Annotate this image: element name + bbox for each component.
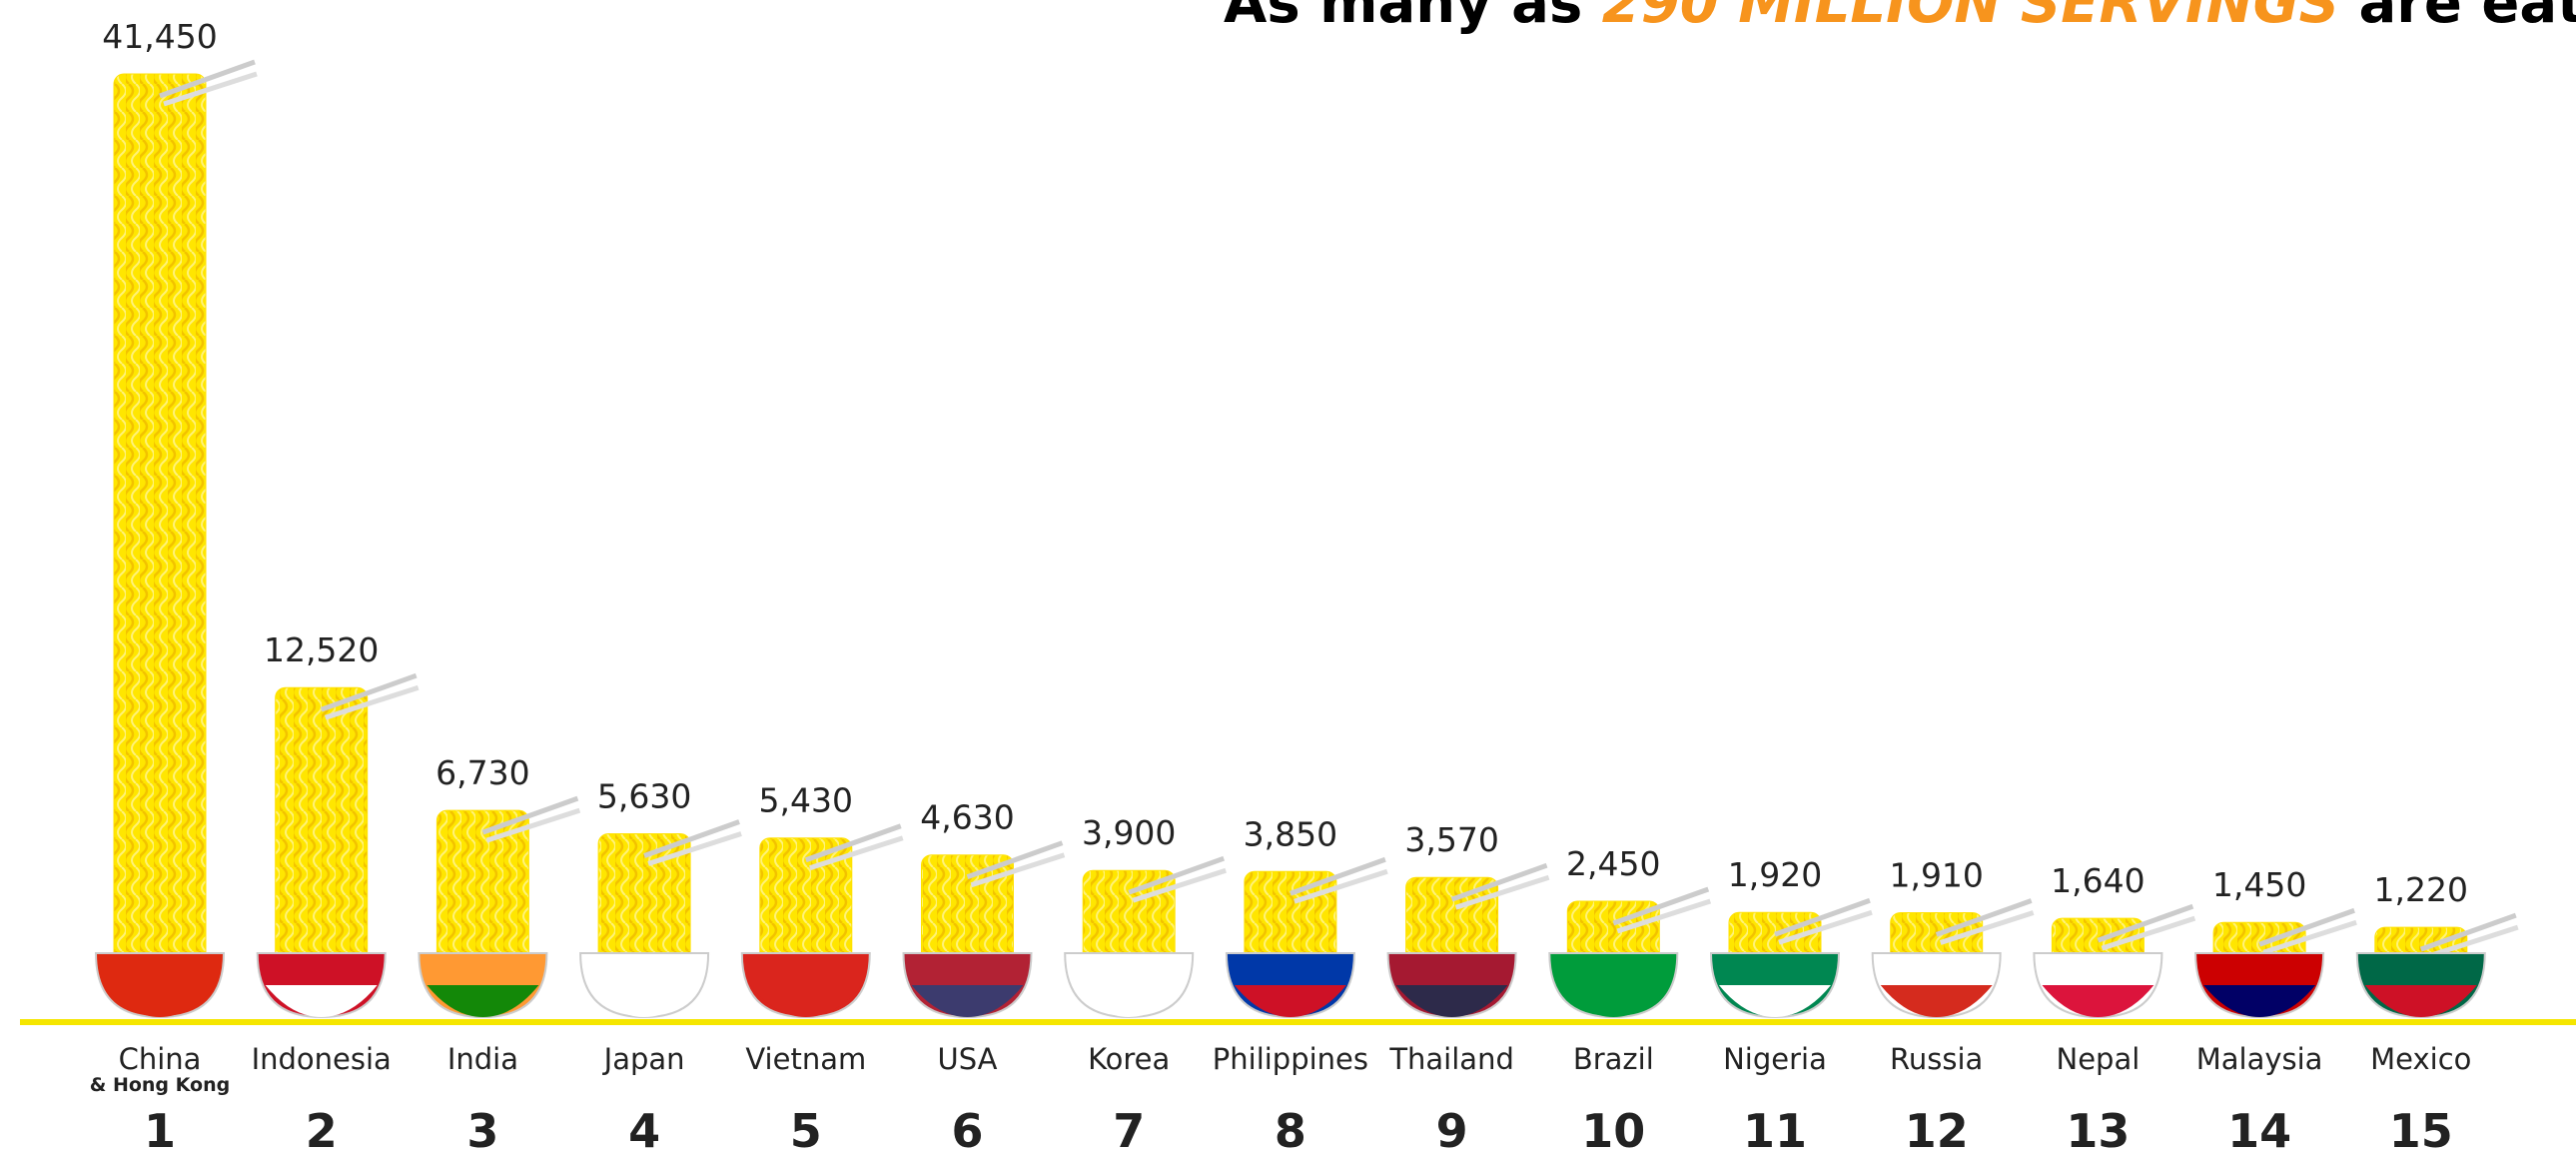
category-label: Philippines bbox=[1213, 1042, 1368, 1076]
category-label: Thailand bbox=[1388, 1042, 1514, 1076]
value-label: 1,450 bbox=[2212, 865, 2306, 904]
rank-label: 8 bbox=[1275, 1104, 1306, 1156]
category-label: Mexico bbox=[2370, 1042, 2471, 1076]
category-label: Vietnam bbox=[745, 1042, 866, 1076]
category-label: Malaysia bbox=[2196, 1042, 2323, 1076]
noodle-bar bbox=[114, 74, 206, 973]
rank-label: 5 bbox=[790, 1104, 822, 1156]
rank-label: 4 bbox=[628, 1104, 660, 1156]
category-label: Nigeria bbox=[1723, 1042, 1827, 1076]
value-label: 1,640 bbox=[2051, 861, 2145, 900]
category-label: China bbox=[119, 1042, 202, 1076]
title-end: are eate bbox=[2358, 0, 2576, 36]
title-highlight: 290 MILLION SERVINGS bbox=[1602, 0, 2339, 36]
category-label: Nepal bbox=[2057, 1042, 2141, 1076]
noodle-bar bbox=[436, 810, 528, 973]
rank-label: 2 bbox=[306, 1104, 338, 1156]
value-label: 6,730 bbox=[435, 753, 529, 792]
value-label: 5,430 bbox=[759, 781, 853, 820]
chart-title: As many as 290 MILLION SERVINGS are eate bbox=[1224, 0, 2576, 36]
rank-label: 10 bbox=[1581, 1104, 1645, 1156]
value-label: 5,630 bbox=[597, 776, 691, 815]
category-label: India bbox=[447, 1042, 518, 1076]
rank-label: 3 bbox=[466, 1104, 498, 1156]
bowl-stripe bbox=[1396, 985, 1508, 1017]
value-label: 3,900 bbox=[1082, 813, 1176, 852]
bowl-stripe bbox=[1073, 985, 1185, 1017]
value-label: 1,220 bbox=[2374, 870, 2468, 909]
bowl-stripe bbox=[588, 985, 700, 1017]
category-label: Indonesia bbox=[252, 1042, 392, 1076]
category-label: Japan bbox=[602, 1042, 685, 1076]
bowl-stripe bbox=[427, 985, 538, 1017]
bowl-stripe bbox=[2203, 985, 2315, 1017]
bowl-stripe bbox=[1719, 985, 1831, 1017]
category-label: USA bbox=[937, 1042, 997, 1076]
value-label: 41,450 bbox=[102, 17, 217, 56]
bowl-stripe bbox=[104, 985, 216, 1017]
rank-label: 13 bbox=[2066, 1104, 2130, 1156]
category-label: Korea bbox=[1088, 1042, 1170, 1076]
bowl-stripe bbox=[912, 985, 1024, 1017]
rank-label: 9 bbox=[1436, 1104, 1468, 1156]
rank-label: 11 bbox=[1743, 1104, 1807, 1156]
bowl-stripe bbox=[1557, 985, 1669, 1017]
bowl-stripe bbox=[2042, 985, 2153, 1017]
rank-label: 15 bbox=[2389, 1104, 2453, 1156]
rank-label: 12 bbox=[1905, 1104, 1969, 1156]
value-label: 2,450 bbox=[1566, 844, 1660, 883]
chart: As many as 290 MILLION SERVINGS are eate… bbox=[0, 0, 2576, 1156]
noodle-bar bbox=[276, 687, 368, 973]
category-label: Brazil bbox=[1573, 1042, 1654, 1076]
rank-label: 1 bbox=[144, 1104, 176, 1156]
bowl-stripe bbox=[266, 985, 378, 1017]
bowl-stripe bbox=[1881, 985, 1993, 1017]
bowl-stripe bbox=[750, 985, 862, 1017]
rank-label: 6 bbox=[951, 1104, 983, 1156]
value-label: 3,570 bbox=[1404, 820, 1498, 859]
bowl-stripe bbox=[1235, 985, 1346, 1017]
value-label: 3,850 bbox=[1244, 814, 1337, 853]
category-subtitle: & Hong Kong bbox=[90, 1074, 230, 1096]
value-label: 12,520 bbox=[264, 630, 379, 669]
value-label: 1,920 bbox=[1728, 855, 1822, 894]
value-label: 4,630 bbox=[920, 798, 1014, 837]
value-label: 1,910 bbox=[1889, 855, 1983, 894]
rank-label: 14 bbox=[2227, 1104, 2291, 1156]
title-start: As many as bbox=[1224, 0, 1582, 36]
rank-label: 7 bbox=[1113, 1104, 1145, 1156]
bowl-stripe bbox=[2365, 985, 2477, 1017]
category-label: Russia bbox=[1890, 1042, 1983, 1076]
